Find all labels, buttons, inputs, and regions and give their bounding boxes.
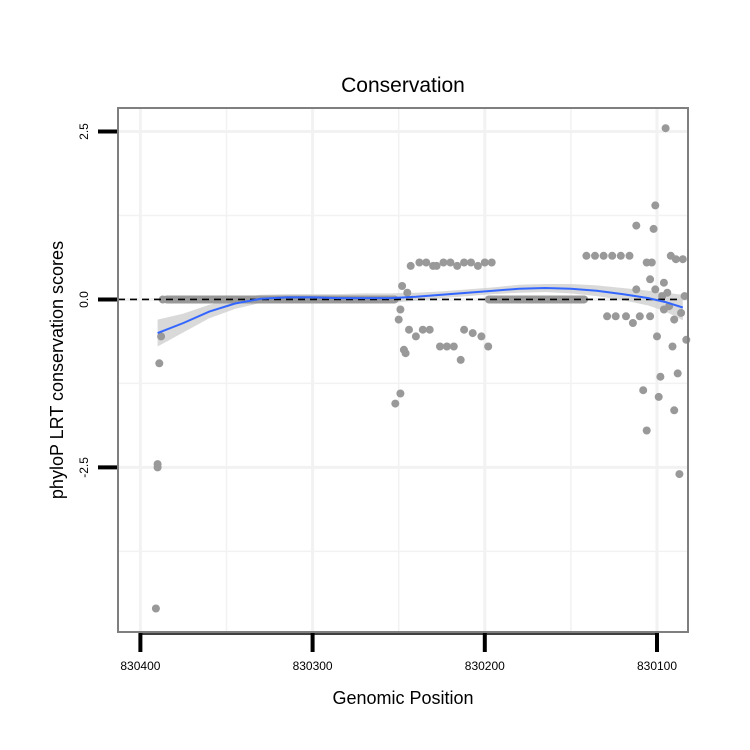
data-point: [611, 312, 620, 321]
x-tick-label: 830200: [465, 659, 505, 673]
data-point: [403, 288, 412, 297]
data-point: [391, 399, 400, 408]
data-point: [642, 426, 651, 435]
data-point: [622, 312, 630, 321]
data-point: [422, 258, 431, 267]
data-point: [651, 201, 660, 210]
data-point: [456, 355, 465, 364]
data-point: [625, 251, 634, 260]
data-point: [425, 325, 434, 334]
data-point: [432, 261, 441, 270]
x-tick-label: 830100: [637, 659, 677, 673]
data-point: [673, 369, 682, 378]
data-point: [599, 251, 608, 260]
data-point: [405, 325, 413, 334]
data-point: [659, 278, 668, 287]
data-point: [446, 258, 455, 267]
plot-panel-border: [117, 107, 689, 633]
data-point: [675, 470, 684, 479]
data-point: [460, 325, 469, 334]
data-point: [603, 312, 612, 321]
data-point: [646, 275, 655, 284]
data-point: [646, 312, 655, 321]
data-point: [157, 332, 166, 341]
data-point: [467, 258, 475, 267]
data-point: [484, 342, 493, 351]
data-point: [406, 261, 415, 270]
data-point: [394, 315, 403, 324]
data-point: [628, 319, 637, 327]
data-point: [477, 332, 486, 341]
data-point: [418, 325, 427, 334]
x-tick-label: 830400: [120, 659, 160, 673]
data-point: [661, 124, 670, 133]
data-point: [647, 258, 656, 267]
data-point: [671, 255, 680, 264]
x-axis: 830400 830300 830200 830100: [120, 633, 677, 673]
data-point: [155, 359, 164, 368]
data-point: [151, 604, 160, 613]
plot-panel-background: [118, 108, 688, 632]
data-point: [632, 221, 641, 230]
data-point: [436, 342, 444, 351]
data-point: [158, 295, 167, 304]
data-point: [401, 349, 410, 358]
data-point: [396, 305, 405, 314]
data-point: [480, 258, 489, 267]
data-point: [582, 251, 591, 260]
data-point: [656, 372, 665, 381]
data-point: [616, 251, 625, 260]
data-point: [635, 312, 644, 321]
data-point: [473, 261, 482, 270]
data-point: [442, 342, 451, 351]
y-tick-label: -2.5: [77, 457, 91, 478]
y-tick-label: 0.0: [77, 291, 91, 308]
y-axis-title: phyloP LRT conservation scores: [47, 241, 67, 499]
x-tick-label: 830300: [293, 659, 333, 673]
data-point: [153, 460, 162, 469]
zero-run-points: [484, 295, 589, 304]
data-point: [449, 342, 458, 351]
data-point: [398, 282, 407, 290]
data-point: [396, 389, 405, 398]
data-point: [663, 288, 672, 297]
data-point: [668, 342, 677, 351]
data-point: [468, 329, 477, 338]
x-axis-title: Genomic Position: [332, 688, 473, 708]
data-point: [682, 335, 691, 344]
data-point: [670, 315, 679, 324]
data-point: [487, 258, 496, 267]
data-point: [639, 386, 648, 395]
smooth-trend-line: [157, 286, 684, 335]
data-point: [677, 308, 686, 317]
data-points: [151, 124, 691, 613]
data-point: [678, 255, 687, 264]
y-axis: 2.5 0.0 -2.5: [77, 123, 117, 478]
data-point: [653, 332, 661, 341]
data-point: [411, 332, 420, 341]
data-point: [632, 285, 641, 294]
data-point: [415, 258, 424, 267]
data-point: [670, 406, 679, 415]
data-point: [649, 224, 658, 233]
data-point: [651, 285, 660, 294]
data-point: [608, 251, 617, 260]
y-tick-label: 2.5: [77, 123, 91, 140]
data-point: [453, 261, 462, 270]
data-point: [460, 258, 469, 267]
data-point: [654, 392, 663, 401]
chart-title: Conservation: [341, 74, 465, 97]
data-point: [439, 258, 448, 267]
data-point: [680, 292, 689, 301]
data-point: [591, 251, 599, 260]
